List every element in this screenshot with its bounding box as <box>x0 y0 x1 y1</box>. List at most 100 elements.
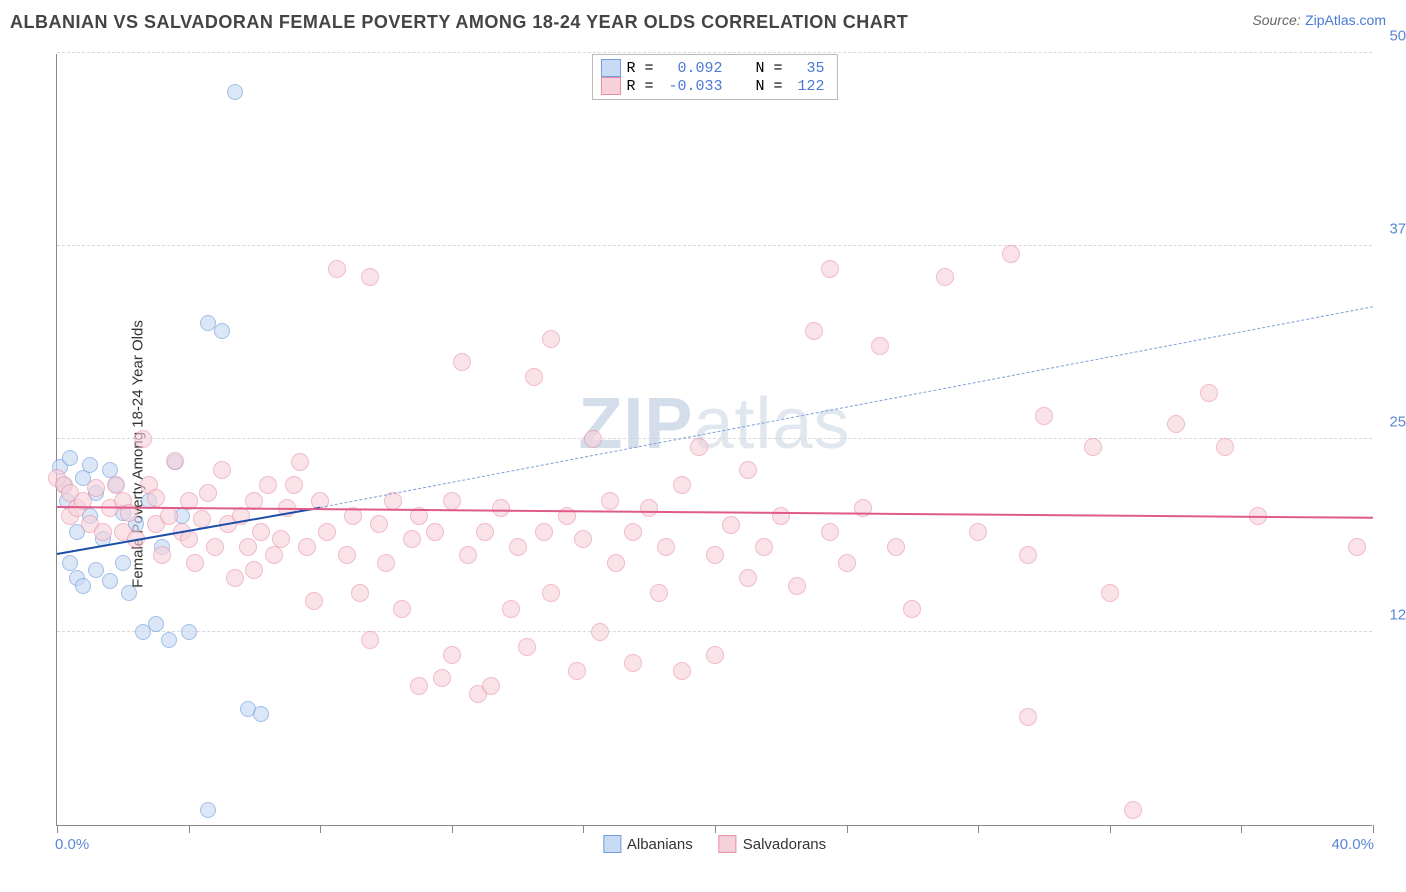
data-point <box>624 654 642 672</box>
data-point <box>426 523 444 541</box>
data-point <box>285 476 303 494</box>
data-point <box>518 638 536 656</box>
data-point <box>936 268 954 286</box>
y-tick-label: 25.0% <box>1376 414 1406 431</box>
data-point <box>393 600 411 618</box>
data-point <box>265 546 283 564</box>
data-point <box>535 523 553 541</box>
data-point <box>1019 546 1037 564</box>
data-point <box>1167 415 1185 433</box>
x-tick <box>978 825 979 833</box>
data-point <box>328 260 346 278</box>
data-point <box>214 323 230 339</box>
data-point <box>62 450 78 466</box>
data-point <box>443 646 461 664</box>
data-point <box>410 677 428 695</box>
x-tick <box>320 825 321 833</box>
correlation-row: R = 0.092 N = 35 <box>600 59 824 77</box>
data-point <box>186 554 204 572</box>
data-point <box>1002 245 1020 263</box>
data-point <box>607 554 625 572</box>
data-point <box>148 616 164 632</box>
data-point <box>121 585 137 601</box>
data-point <box>640 499 658 517</box>
data-point <box>1035 407 1053 425</box>
x-tick <box>1373 825 1374 833</box>
data-point <box>199 484 217 502</box>
legend-item: Albanians <box>603 835 693 853</box>
data-point <box>370 515 388 533</box>
data-point <box>161 632 177 648</box>
data-point <box>476 523 494 541</box>
data-point <box>838 554 856 572</box>
data-point <box>259 476 277 494</box>
data-point <box>871 337 889 355</box>
data-point <box>1216 438 1234 456</box>
trend-line <box>320 307 1373 509</box>
x-tick <box>1241 825 1242 833</box>
data-point <box>443 492 461 510</box>
data-point <box>453 353 471 371</box>
data-point <box>903 600 921 618</box>
data-point <box>291 453 309 471</box>
data-point <box>574 530 592 548</box>
data-point <box>584 430 602 448</box>
data-point <box>969 523 987 541</box>
data-point <box>788 577 806 595</box>
data-point <box>722 516 740 534</box>
data-point <box>706 646 724 664</box>
source: Source: ZipAtlas.com <box>1252 12 1386 30</box>
x-tick <box>57 825 58 833</box>
data-point <box>253 706 269 722</box>
data-point <box>94 523 112 541</box>
data-point <box>591 623 609 641</box>
data-point <box>102 573 118 589</box>
data-point <box>601 492 619 510</box>
data-point <box>361 268 379 286</box>
data-point <box>854 499 872 517</box>
source-name: ZipAtlas.com <box>1305 12 1386 28</box>
data-point <box>213 461 231 479</box>
data-point <box>1124 801 1142 819</box>
data-point <box>252 523 270 541</box>
x-tick <box>1110 825 1111 833</box>
data-point <box>239 538 257 556</box>
data-point <box>624 523 642 541</box>
y-tick-label: 50.0% <box>1376 28 1406 45</box>
data-point <box>403 530 421 548</box>
source-label: Source: <box>1252 12 1300 28</box>
correlation-legend: R = 0.092 N = 35R = -0.033 N = 122 <box>591 54 837 100</box>
data-point <box>272 530 290 548</box>
x-tick <box>452 825 453 833</box>
data-point <box>377 554 395 572</box>
data-point <box>459 546 477 564</box>
data-point <box>181 624 197 640</box>
data-point <box>115 555 131 571</box>
data-point <box>739 461 757 479</box>
x-tick <box>583 825 584 833</box>
data-point <box>1200 384 1218 402</box>
data-point <box>739 569 757 587</box>
data-point <box>821 260 839 278</box>
data-point <box>62 555 78 571</box>
watermark: ZIPatlas <box>578 383 850 465</box>
data-point <box>134 430 152 448</box>
data-point <box>690 438 708 456</box>
data-point <box>433 669 451 687</box>
x-min-label: 0.0% <box>55 836 89 853</box>
data-point <box>673 662 691 680</box>
data-point <box>673 476 691 494</box>
data-point <box>657 538 675 556</box>
y-tick-label: 12.5% <box>1376 607 1406 624</box>
data-point <box>361 631 379 649</box>
data-point <box>180 530 198 548</box>
data-point <box>351 584 369 602</box>
data-point <box>755 538 773 556</box>
data-point <box>82 457 98 473</box>
y-tick-label: 37.5% <box>1376 221 1406 238</box>
data-point <box>227 84 243 100</box>
data-point <box>509 538 527 556</box>
x-max-label: 40.0% <box>1331 836 1374 853</box>
chart: Female Poverty Among 18-24 Year Olds ZIP… <box>10 44 1396 864</box>
data-point <box>166 452 184 470</box>
